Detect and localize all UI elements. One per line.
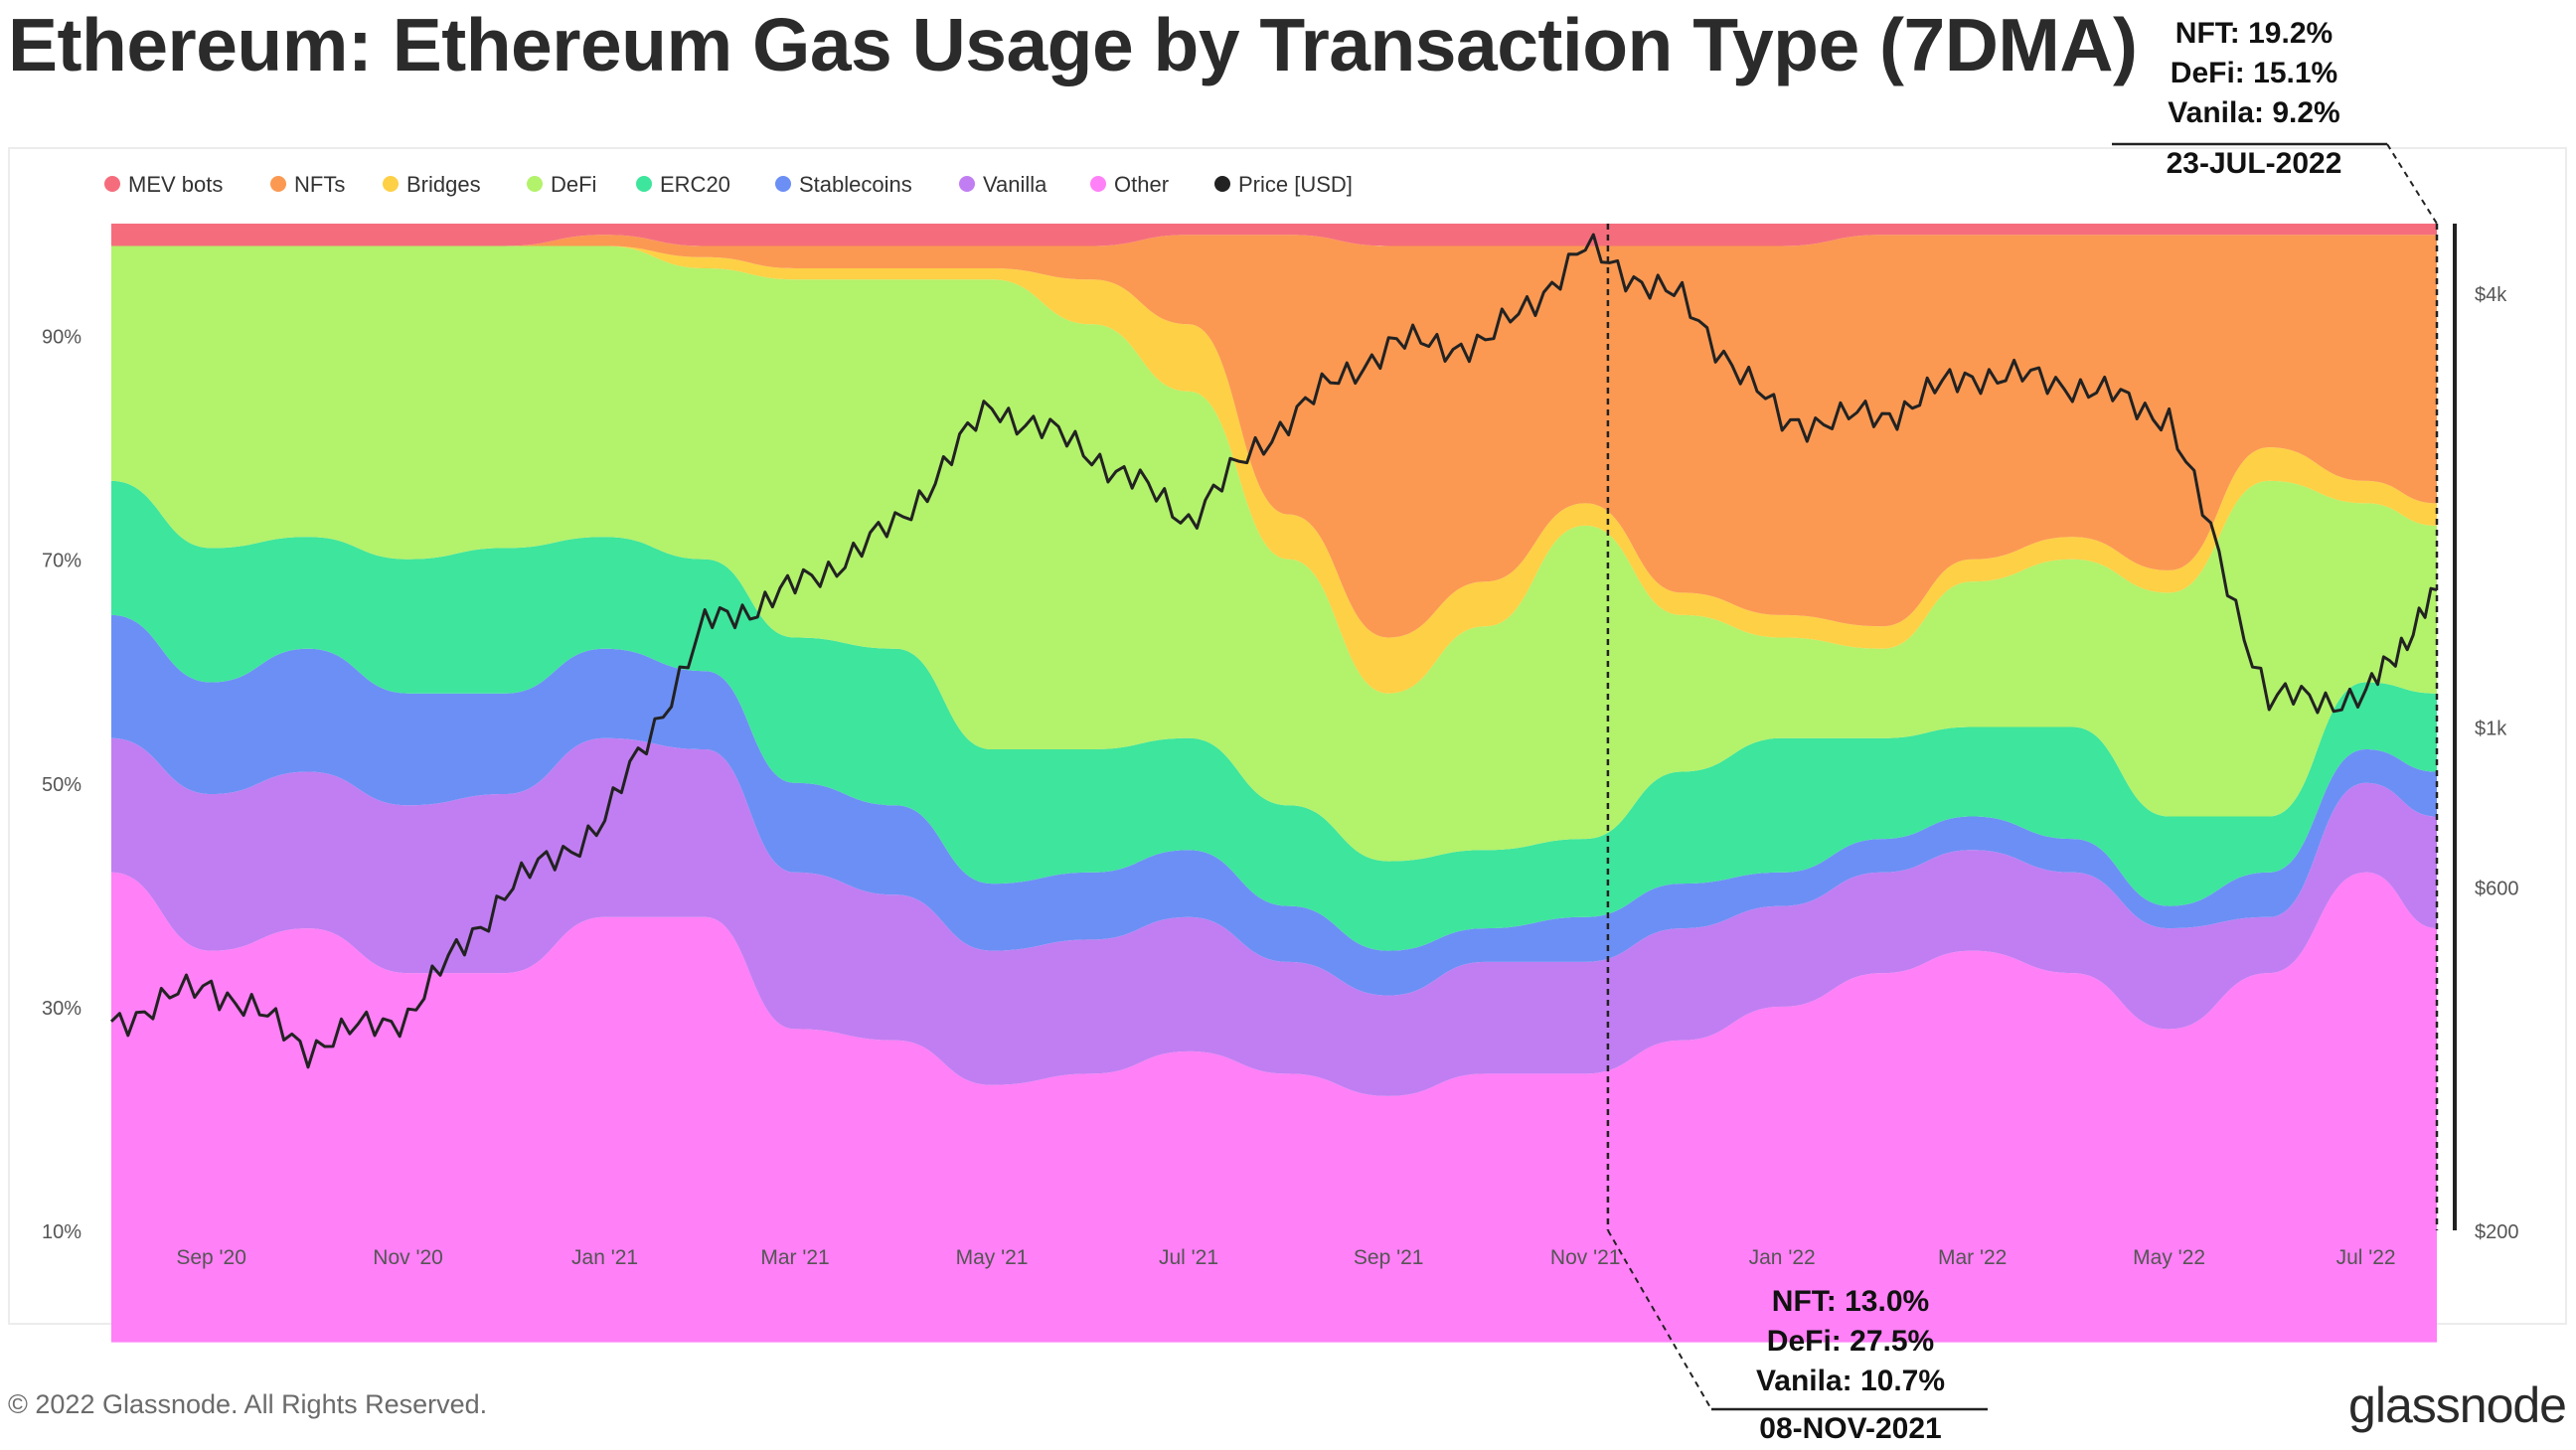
area-stablecoins [111, 614, 2437, 996]
legend-swatch [270, 176, 286, 192]
price-line-group [109, 233, 2438, 1069]
legend-swatch [1090, 176, 1106, 192]
x-tick-label: Nov '20 [373, 1246, 443, 1269]
legend-label: Vanilla [983, 172, 1047, 197]
x-tick-label: May '22 [2133, 1246, 2205, 1269]
date-markers [1606, 142, 2439, 1411]
y-left-tick-label: 50% [42, 774, 81, 796]
legend-swatch [636, 176, 652, 192]
x-tick-label: Jul '22 [2336, 1246, 2396, 1269]
x-tick-label: Nov '21 [1550, 1246, 1621, 1269]
area-erc20 [111, 480, 2437, 951]
legend-label: DeFi [551, 172, 596, 197]
y-right-tick-label: $1k [2475, 719, 2507, 740]
legend-label: MEV bots [128, 172, 223, 197]
legend-swatch [527, 176, 543, 192]
callout-jul-defi: DeFi: 15.1% [2170, 57, 2338, 89]
stacked-areas [111, 224, 2437, 1343]
legend-label: Other [1114, 172, 1169, 197]
area-mev-bots [111, 224, 2437, 246]
x-tick-label: Sep '20 [176, 1246, 246, 1269]
area-other [111, 872, 2437, 1343]
legend-swatch [775, 176, 791, 192]
legend-label: NFTs [294, 172, 345, 197]
y-left-tick-label: 90% [42, 327, 81, 349]
x-tick-label: Sep '21 [1354, 1246, 1424, 1269]
callout-jul-date: 23-JUL-2022 [2166, 147, 2342, 180]
x-tick-label: Mar '21 [760, 1246, 829, 1269]
x-tick-label: Jul '21 [1159, 1246, 1218, 1269]
callout-nov-2021: NFT: 13.0% DeFi: 27.5% Vanila: 10.7% [1721, 1282, 1980, 1401]
callout-jul-vanila: Vanila: 9.2% [2168, 96, 2340, 129]
callout-jul-2022: NFT: 19.2% DeFi: 15.1% Vanila: 9.2% [2135, 14, 2373, 133]
legend-label: ERC20 [660, 172, 730, 197]
y-right-tick-label: $200 [2475, 1221, 2519, 1243]
chart-title: Ethereum: Ethereum Gas Usage by Transact… [8, 3, 2138, 86]
x-tick-label: Mar '22 [1938, 1246, 2007, 1269]
legend-label: Price [USD] [1238, 172, 1353, 197]
y-left-tick-label: 10% [42, 1221, 81, 1243]
callout-nov-vanila: Vanila: 10.7% [1755, 1365, 1946, 1397]
jul-leader-line [2386, 143, 2438, 225]
nov-leader-line [1607, 1229, 1712, 1410]
x-tick-label: Jan '21 [571, 1246, 638, 1269]
legend-swatch [1214, 176, 1230, 192]
y-right-tick-label: $600 [2475, 878, 2519, 899]
callout-nov-defi: DeFi: 27.5% [1766, 1325, 1935, 1358]
legend-swatch [383, 176, 399, 192]
x-tick-label: Jan '22 [1749, 1246, 1816, 1269]
y-left-tick-label: 30% [42, 998, 81, 1020]
legend-swatch [104, 176, 120, 192]
legend-label: Bridges [406, 172, 481, 197]
callout-jul-nft: NFT: 19.2% [2174, 17, 2334, 50]
footer-brand-logo: glassnode [2348, 1377, 2567, 1433]
area-defi [111, 245, 2437, 862]
legend-swatch [959, 176, 975, 192]
price-line [109, 233, 2438, 1069]
x-tick-label: May '21 [956, 1246, 1029, 1269]
legend-label: Stablecoins [799, 172, 912, 197]
callout-nov-date: 08-NOV-2021 [1759, 1412, 1942, 1445]
callout-nov-nft: NFT: 13.0% [1771, 1285, 1930, 1318]
y-left-tick-label: 70% [42, 551, 81, 572]
legend: MEV bots NFTs Bridges DeFi ERC20 Stablecoins V… [104, 172, 1353, 197]
footer-copyright: © 2022 Glassnode. All Rights Reserved. [8, 1389, 488, 1419]
y-right-tick-label: $4k [2475, 284, 2507, 306]
axes: 10% 30% 50% 70% 90% $200 $600 $1k $4k Sep '20 Nov … [42, 224, 2519, 1269]
area-vanilla [111, 737, 2437, 1096]
